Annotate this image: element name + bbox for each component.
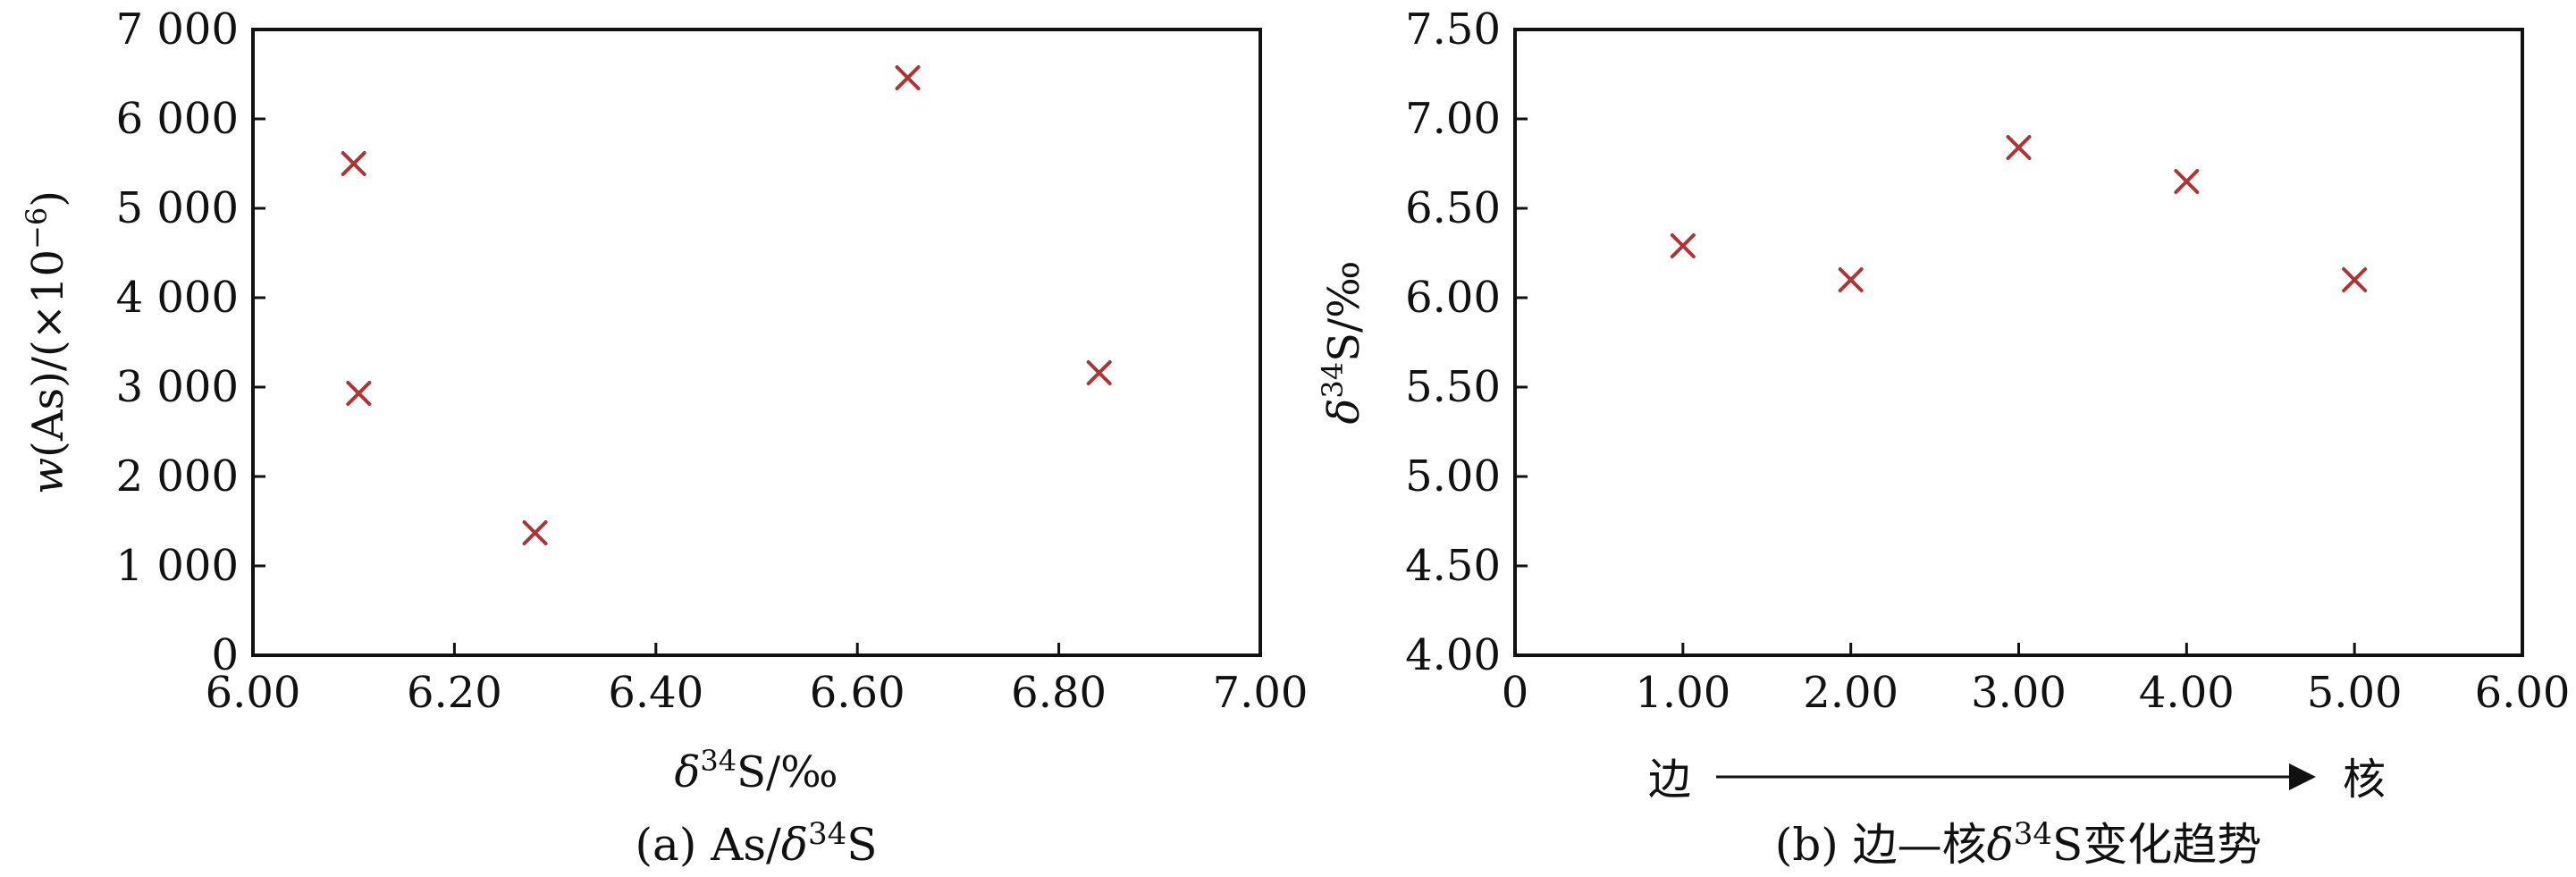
y-tick-label-a: 3 000 [116,362,239,412]
arrow-label-right: 核 [2343,755,2386,805]
x-tick-label-a: 7.00 [1213,668,1309,718]
arrow-label-left: 边 [1648,755,1691,805]
x-tick-label-a: 6.60 [810,668,905,718]
chart-panel-a: 6.00 6.20 6.40 6.60 6.80 7.00 0 1 000 2 000 3 000… [20,4,1308,871]
plot-frame-a [251,28,1262,657]
y-tick-label-b: 4.50 [1405,541,1501,591]
ticks-a: 6.00 6.20 6.40 6.60 6.80 7.00 0 1 000 2 000 3 000… [116,4,1309,718]
x-tick-label-b: 1.00 [1635,668,1730,718]
y-tick-label-b: 6.00 [1405,273,1501,323]
x-tick-label-a: 6.40 [608,668,703,718]
y-tick-label-b: 5.50 [1405,362,1501,412]
y-tick-label-a: 5 000 [116,183,239,233]
y-tick-label-a: 0 [211,630,239,680]
data-point-a [1086,360,1112,385]
y-tick-label-a: 4 000 [116,273,239,323]
x-tick-label-a: 6.80 [1011,668,1107,718]
y-tick-label-a: 6 000 [116,94,239,144]
y-tick-label-a: 7 000 [116,4,239,55]
x-tick-label-b: 6.00 [2475,668,2571,718]
data-point-b [1838,267,1864,292]
y-tick-label-b: 4.00 [1405,630,1501,680]
x-tick-label-b: 5.00 [2307,668,2403,718]
points-a [341,65,1112,545]
caption-a: (a) As/δ34S [636,816,878,871]
data-point-b [2342,267,2368,292]
x-tick-label-a: 6.20 [407,668,502,718]
y-tick-label-b: 7.00 [1405,94,1501,144]
data-point-b [2006,135,2032,160]
x-axis-label-a: δ34S/‰ [674,744,838,797]
data-point-b [1670,233,1696,258]
x-tick-label-b: 2.00 [1803,668,1898,718]
data-point-a [341,151,366,176]
plot-frame-b [1513,28,2524,657]
x-tick-label-b: 0 [1502,668,1529,718]
y-tick-label-a: 1 000 [116,541,239,591]
chart-panel-b: 0 1.00 2.00 3.00 4.00 5.00 6.00 4.00 4.50 5.00 5.5… [1316,4,2570,871]
x-tick-label-b: 4.00 [2139,668,2235,718]
y-tick-label-b: 6.50 [1405,183,1501,233]
ticks-b: 0 1.00 2.00 3.00 4.00 5.00 6.00 4.00 4.50 5.00 5.5… [1405,4,2570,718]
caption-b: (b) 边—核δ34S变化趋势 [1775,816,2262,871]
data-point-b [2174,169,2200,194]
y-tick-label-b: 7.50 [1405,4,1501,55]
data-point-a [522,520,548,545]
data-point-a [346,381,372,406]
points-b [1670,135,2368,292]
y-tick-label-a: 2 000 [116,451,239,502]
y-axis-label-a: w(As)/(×10−6) [20,190,73,494]
y-axis-label-b: δ34S/‰ [1316,260,1369,424]
data-point-a [895,65,921,90]
x-tick-label-b: 3.00 [1971,668,2067,718]
x-tick-label-a: 6.00 [206,668,301,718]
y-tick-label-b: 5.00 [1405,451,1501,502]
